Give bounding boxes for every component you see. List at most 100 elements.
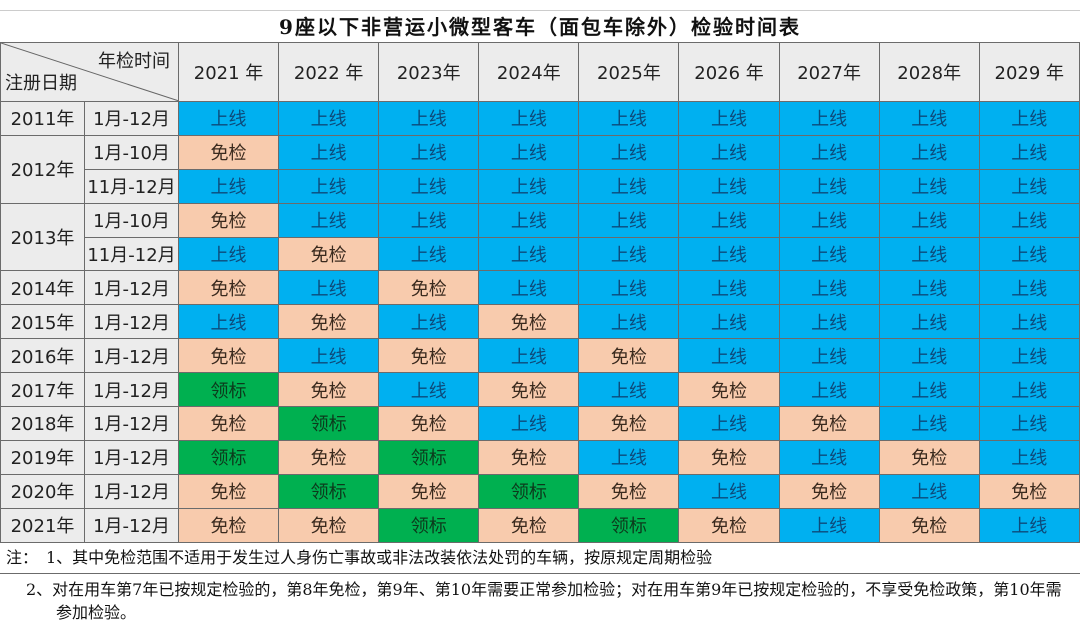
status-cell: 上线	[678, 134, 780, 170]
table-row: 2012年 1月-10月 免检 上线 上线 上线 上线 上线 上线 上线 上线	[0, 134, 1080, 204]
status-cell: 免检	[177, 406, 280, 441]
table-row: 2016年 1月-12月 免检 上线 免检 上线 免检 上线 上线 上线 上线	[0, 338, 1080, 374]
status-cell: 免检	[278, 304, 380, 340]
status-cell: 上线	[678, 473, 780, 509]
registration-year: 2020年	[0, 473, 85, 509]
status-cell: 领标	[177, 372, 280, 408]
status-cell: 上线	[778, 202, 880, 238]
year-header: 2023年	[378, 42, 480, 102]
status-cell: 上线	[378, 202, 480, 238]
status-cell: 上线	[978, 134, 1080, 170]
status-cell: 上线	[278, 338, 380, 374]
status-cell: 上线	[978, 372, 1080, 408]
status-cell: 免检	[578, 406, 680, 441]
note-1: 注： 1、其中免检范围不适用于发生过人身伤亡事故或非法改装依法处罚的车辆，按原规…	[0, 543, 1080, 574]
status-cell: 免检	[978, 473, 1080, 509]
status-cell: 上线	[778, 304, 880, 340]
status-cell: 上线	[878, 304, 980, 340]
status-cell: 上线	[978, 338, 1080, 374]
status-cell: 上线	[478, 168, 580, 204]
table-row: 2014年 1月-12月 免检 上线 免检 上线 上线 上线 上线 上线 上线	[0, 270, 1080, 306]
status-cell: 免检	[278, 507, 380, 543]
status-cell: 上线	[778, 270, 880, 306]
corner-header: 年检时间 注册日期	[0, 42, 179, 102]
status-cell: 上线	[978, 236, 1080, 272]
status-cell: 免检	[177, 202, 280, 238]
year-header: 2022 年	[278, 42, 380, 102]
status-cell: 免检	[578, 473, 680, 509]
status-cell: 上线	[878, 406, 980, 441]
status-cell: 上线	[278, 134, 380, 170]
registration-period: 1月-12月	[84, 406, 179, 441]
status-cell: 免检	[378, 270, 480, 306]
status-cell: 上线	[778, 134, 880, 170]
table-title: 9座以下非营运小微型客车（面包车除外）检验时间表	[0, 10, 1080, 43]
status-cell: 领标	[378, 439, 480, 475]
status-cell: 上线	[177, 168, 280, 204]
registration-period: 1月-12月	[84, 270, 179, 306]
registration-year: 2014年	[0, 270, 85, 306]
status-cell: 免检	[478, 507, 580, 543]
status-cell: 上线	[778, 507, 880, 543]
status-cell: 免检	[678, 439, 780, 475]
registration-period: 1月-12月	[84, 473, 179, 509]
status-cell: 上线	[578, 202, 680, 238]
inspection-time-label: 年检时间	[98, 51, 170, 72]
status-cell: 上线	[278, 270, 380, 306]
header-row: 年检时间 注册日期 2021 年 2022 年 2023年 2024年 2025年 202…	[0, 42, 1080, 102]
status-cell: 上线	[878, 168, 980, 204]
status-cell: 免检	[878, 507, 980, 543]
status-cell: 上线	[678, 168, 780, 204]
status-cell: 上线	[878, 134, 980, 170]
registration-period: 1月-12月	[84, 338, 179, 374]
registration-year: 2016年	[0, 338, 85, 374]
year-header: 2025年	[578, 42, 680, 102]
status-cell: 上线	[778, 338, 880, 374]
status-cell: 上线	[478, 270, 580, 306]
status-cell: 上线	[978, 406, 1080, 441]
status-cell: 上线	[978, 439, 1080, 475]
status-cell: 上线	[678, 202, 780, 238]
status-cell: 上线	[578, 134, 680, 170]
status-cell: 免检	[278, 372, 380, 408]
table-row: 11月-12月 上线 免检 上线 上线 上线 上线 上线 上线 上线	[1, 236, 1080, 272]
status-cell: 上线	[878, 473, 980, 509]
table-row: 2021年 1月-12月 免检 免检 领标 免检 领标 免检 上线 免检 上线	[0, 507, 1080, 543]
registration-year: 2013年	[0, 202, 85, 272]
status-cell: 上线	[378, 101, 480, 136]
status-cell: 免检	[878, 439, 980, 475]
status-cell: 上线	[578, 270, 680, 306]
status-cell: 领标	[578, 507, 680, 543]
registration-year: 2021年	[0, 507, 85, 543]
table-row: 2020年 1月-12月 免检 领标 免检 领标 免检 上线 免检 上线 免检	[0, 473, 1080, 509]
status-cell: 上线	[578, 101, 680, 136]
note-2: 2、对在用车第7年已按规定检验的，第8年免检，第9年、第10年需要正常参加检验；…	[26, 580, 1062, 622]
status-cell: 上线	[978, 507, 1080, 543]
registration-period: 11月-12月	[84, 236, 179, 272]
status-cell: 免检	[177, 507, 280, 543]
status-cell: 上线	[678, 338, 780, 374]
status-cell: 免检	[678, 507, 780, 543]
status-cell: 上线	[678, 101, 780, 136]
registration-year: 2017年	[0, 372, 85, 408]
notes: 注： 1、其中免检范围不适用于发生过人身伤亡事故或非法改装依法处罚的车辆，按原规…	[0, 543, 1080, 624]
status-cell: 上线	[878, 338, 980, 374]
status-cell: 免检	[378, 406, 480, 441]
table-row: 2015年 1月-12月 上线 免检 上线 免检 上线 上线 上线 上线 上线	[0, 304, 1080, 340]
status-cell: 上线	[778, 439, 880, 475]
registration-date-label: 注册日期	[5, 73, 77, 94]
status-cell: 上线	[978, 168, 1080, 204]
status-cell: 免检	[478, 304, 580, 340]
year-header: 2021 年	[177, 42, 280, 102]
status-cell: 上线	[978, 270, 1080, 306]
registration-period: 1月-10月	[84, 202, 179, 238]
registration-year: 2011年	[0, 101, 85, 136]
status-cell: 上线	[578, 304, 680, 340]
diagonal-divider	[1, 43, 178, 101]
status-cell: 上线	[878, 101, 980, 136]
status-cell: 领标	[278, 473, 380, 509]
status-cell: 免检	[478, 372, 580, 408]
table-row: 2019年 1月-12月 领标 免检 领标 免检 上线 免检 上线 免检 上线	[0, 439, 1080, 475]
status-cell: 上线	[778, 372, 880, 408]
status-cell: 免检	[278, 439, 380, 475]
